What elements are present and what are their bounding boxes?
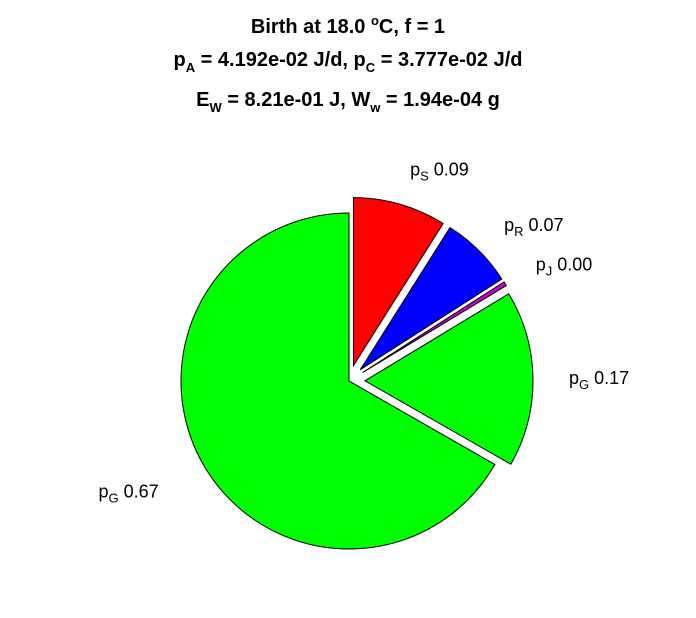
slice-label-base: p bbox=[536, 255, 546, 275]
slice-label-base: p bbox=[504, 215, 514, 235]
slice-label-base: p bbox=[99, 481, 109, 501]
slice-label-sub: G bbox=[109, 490, 119, 505]
title-line-3-base-1: E bbox=[196, 89, 209, 111]
title-line-2: pA = 4.192e-02 J/d, pC = 3.777e-02 J/d bbox=[174, 49, 523, 75]
slice-label-value: 0.67 bbox=[119, 481, 159, 501]
title-line-2-text-1: = 4.192e-02 J/d, bbox=[195, 49, 353, 71]
title-line-3-text-2: = 1.94e-04 g bbox=[380, 89, 500, 111]
title-line-3-text-1: = 8.21e-01 J, bbox=[222, 89, 352, 111]
slice-label-g-3: pG 0.17 bbox=[569, 368, 629, 392]
title-line-2-sub-2: C bbox=[366, 60, 376, 75]
title-line-1: Birth at 18.0 oC, f = 1 bbox=[251, 13, 445, 38]
slice-label-value: 0.09 bbox=[429, 160, 469, 180]
slice-label-sub: R bbox=[514, 224, 523, 239]
slice-label-j-2: pJ 0.00 bbox=[536, 255, 593, 279]
pie-slice-r-1 bbox=[359, 226, 503, 371]
slice-label-g-4: pG 0.67 bbox=[99, 481, 159, 505]
title-line-1-after: C, f = 1 bbox=[379, 16, 445, 38]
slice-label-base: p bbox=[569, 368, 579, 388]
pie-slice-g-4 bbox=[180, 212, 496, 550]
title-line-3-sub-2: w bbox=[369, 100, 381, 115]
title-line-2-base-2: p bbox=[354, 49, 366, 71]
title-line-1-text: Birth at 18.0 bbox=[251, 16, 371, 38]
title-line-3-base-2: W bbox=[351, 89, 370, 111]
pie-slice-s-0 bbox=[352, 197, 444, 368]
pie-slices bbox=[180, 197, 534, 550]
chart-title: Birth at 18.0 oC, f = 1 pA = 4.192e-02 J… bbox=[174, 13, 523, 115]
title-line-1-sup: o bbox=[371, 13, 379, 28]
slice-label-sub: S bbox=[420, 169, 429, 184]
title-line-3-sub-1: W bbox=[209, 100, 222, 115]
slice-label-s-0: pS 0.09 bbox=[410, 160, 469, 184]
slice-label-value: 0.17 bbox=[589, 368, 629, 388]
slice-label-value: 0.07 bbox=[524, 215, 564, 235]
title-line-2-text-2: = 3.777e-02 J/d bbox=[375, 49, 522, 71]
slice-label-sub: J bbox=[546, 264, 553, 279]
slice-label-sub: G bbox=[579, 377, 589, 392]
pie-slice-j-2 bbox=[362, 281, 507, 373]
title-line-2-sub-1: A bbox=[186, 60, 196, 75]
pie-slice-g-3 bbox=[364, 293, 534, 465]
slice-label-base: p bbox=[410, 160, 420, 180]
slice-label-value: 0.00 bbox=[552, 255, 592, 275]
title-line-3: EW = 8.21e-01 J, Ww = 1.94e-04 g bbox=[196, 89, 500, 115]
slice-label-r-1: pR 0.07 bbox=[504, 215, 563, 239]
title-line-2-base-1: p bbox=[174, 49, 186, 71]
